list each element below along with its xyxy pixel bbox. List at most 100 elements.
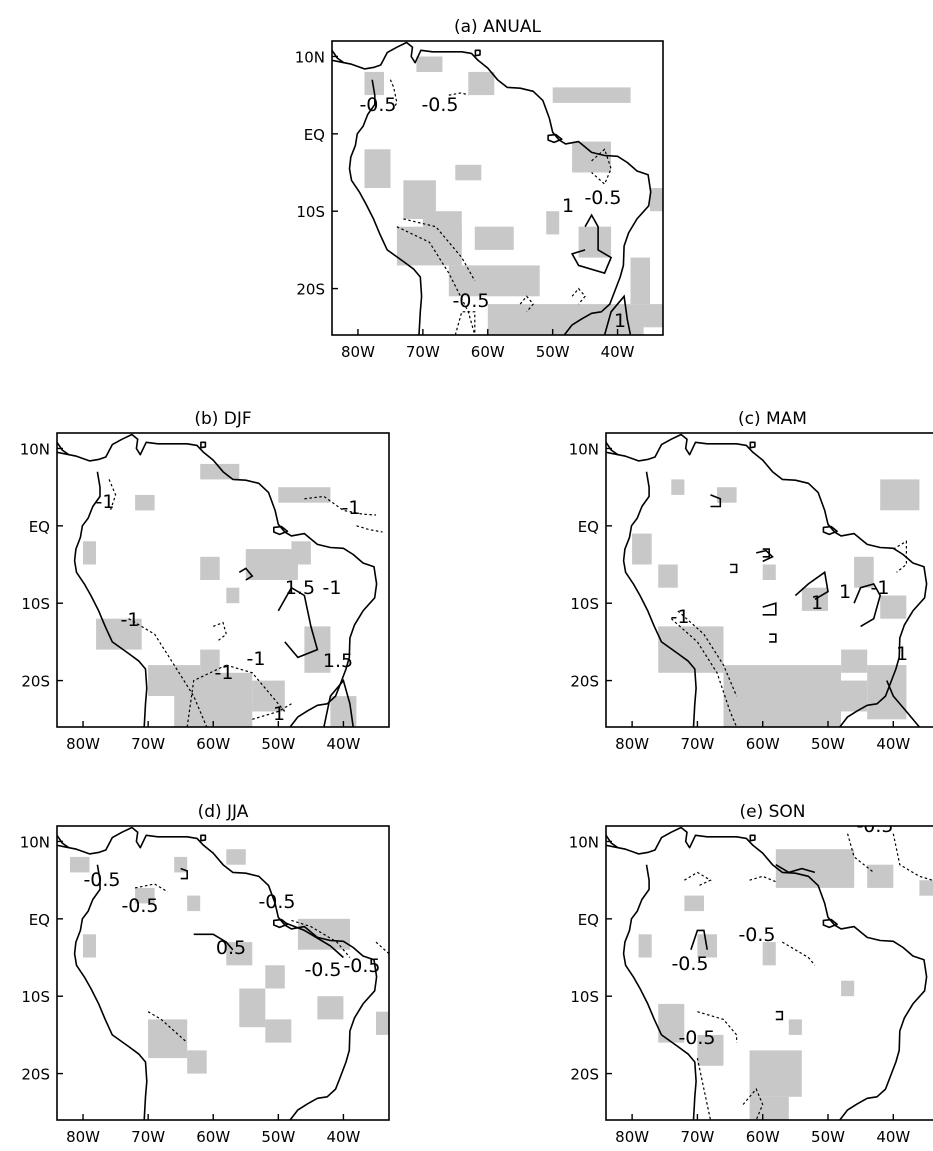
coastline bbox=[348, 79, 423, 335]
lat-tick-label: 10N bbox=[569, 440, 599, 458]
panel-title: (c) MAM bbox=[738, 409, 807, 429]
significance-shading bbox=[552, 87, 631, 103]
lon-tick-label: 60W bbox=[746, 735, 780, 753]
coastline bbox=[73, 471, 148, 727]
negative-contour bbox=[454, 311, 476, 335]
positive-contour bbox=[853, 582, 882, 628]
map-frame bbox=[605, 432, 933, 728]
significance-shading bbox=[291, 541, 311, 565]
significance-shading bbox=[448, 265, 540, 297]
island-outline bbox=[200, 441, 207, 449]
negative-contour bbox=[781, 941, 816, 966]
negative-contour bbox=[696, 1057, 712, 1120]
panel-title: (b) DJF bbox=[194, 409, 251, 429]
lat-tick-label: 20S bbox=[21, 1066, 50, 1084]
contour-label: -0.5 bbox=[359, 94, 396, 116]
significance-shading bbox=[880, 595, 907, 619]
positive-contour bbox=[762, 602, 777, 616]
lat-tick-label: 10S bbox=[21, 988, 50, 1006]
lat-tick-label: 20S bbox=[570, 673, 599, 691]
lon-tick-label: 50W bbox=[811, 735, 845, 753]
significance-shading bbox=[187, 895, 201, 912]
positive-contour bbox=[323, 678, 354, 727]
panel-title: (a) ANUAL bbox=[454, 17, 542, 37]
coastline bbox=[332, 41, 652, 335]
significance-shading bbox=[643, 304, 663, 328]
significance-shading bbox=[658, 564, 678, 588]
negative-contour bbox=[571, 287, 586, 305]
lat-tick-label: 10S bbox=[21, 595, 50, 613]
significance-shading bbox=[245, 549, 298, 580]
contour-label: 0.5 bbox=[216, 937, 246, 959]
map-panel-e: (e) SON -0.5 -0.5 -0.5 -0.5 10N EQ 10S 20S 80W 70W… bbox=[569, 802, 933, 1146]
significance-shading bbox=[364, 149, 391, 188]
lat-tick-label: 10N bbox=[20, 833, 50, 851]
significance-shading bbox=[70, 856, 90, 873]
coastline bbox=[73, 864, 148, 1120]
significance-shading bbox=[880, 479, 920, 511]
negative-contour bbox=[697, 1011, 738, 1043]
lat-tick-label: 10N bbox=[569, 833, 599, 851]
positive-contour bbox=[794, 570, 829, 600]
significance-shading bbox=[252, 680, 285, 712]
significance-shading bbox=[775, 849, 855, 888]
significance-shading bbox=[174, 672, 253, 727]
contour-label: 1 bbox=[839, 581, 851, 603]
negative-contour bbox=[356, 525, 383, 533]
negative-contour bbox=[742, 1087, 764, 1120]
significance-shading bbox=[854, 556, 874, 588]
coastline bbox=[606, 834, 619, 849]
contour-label: -0.5 bbox=[304, 959, 341, 981]
contour-label: 1 bbox=[562, 195, 574, 217]
island-outline bbox=[273, 918, 289, 929]
significance-shading bbox=[187, 1050, 207, 1074]
positive-contour bbox=[277, 586, 319, 659]
lon-tick-label: 40W bbox=[326, 1128, 360, 1146]
map-frame bbox=[56, 825, 390, 1121]
positive-contour bbox=[710, 494, 722, 508]
lat-tick-label: EQ bbox=[29, 518, 50, 536]
lon-tick-label: 40W bbox=[601, 343, 635, 361]
negative-contour bbox=[396, 226, 476, 335]
lat-tick-label: 20S bbox=[570, 1066, 599, 1084]
significance-shading bbox=[200, 463, 240, 480]
lat-tick-label: 10N bbox=[295, 48, 325, 66]
island-outline bbox=[273, 525, 289, 536]
positive-contour bbox=[730, 563, 738, 574]
significance-shading bbox=[396, 226, 462, 266]
lon-tick-label: 70W bbox=[680, 735, 714, 753]
coastline bbox=[57, 441, 70, 456]
contour-label: -0.5 bbox=[121, 895, 158, 917]
significance-shading bbox=[749, 1050, 802, 1097]
negative-contour bbox=[252, 703, 292, 720]
contour-label: -1 bbox=[871, 577, 890, 599]
map-content: -11-111 bbox=[606, 433, 928, 727]
significance-shading bbox=[684, 895, 704, 912]
map-panel-b: (b) DJF -1 -1 1.5 -1 -1 -1 -1 1.5 1 10N EQ 10S 20S 80W… bbox=[20, 409, 390, 753]
significance-shading bbox=[376, 1011, 389, 1035]
negative-contour bbox=[892, 833, 933, 881]
significance-shading bbox=[697, 1034, 724, 1066]
significance-shading bbox=[226, 942, 253, 966]
lon-tick-label: 40W bbox=[326, 735, 360, 753]
negative-contour bbox=[684, 871, 712, 887]
negative-contour bbox=[108, 479, 117, 511]
negative-contour bbox=[186, 664, 227, 727]
significance-shading bbox=[416, 56, 443, 72]
significance-shading bbox=[841, 980, 855, 997]
significance-shading bbox=[474, 226, 514, 250]
significance-shading bbox=[919, 880, 933, 896]
map-panel-d: (d) JJA-0.5-0.5 -0.50.5-0.5 -0.510NEQ10S20… bbox=[20, 802, 390, 1146]
negative-contour bbox=[389, 79, 398, 111]
lat-tick-label: EQ bbox=[578, 518, 599, 536]
positive-contour bbox=[690, 929, 708, 951]
island-outline bbox=[749, 441, 756, 449]
lon-tick-label: 50W bbox=[536, 343, 570, 361]
significance-shading bbox=[572, 141, 611, 173]
coastline bbox=[606, 433, 928, 727]
significance-shading bbox=[83, 541, 96, 565]
positive-contour bbox=[603, 294, 632, 335]
positive-contour bbox=[886, 680, 921, 727]
significance-shading bbox=[135, 494, 155, 511]
